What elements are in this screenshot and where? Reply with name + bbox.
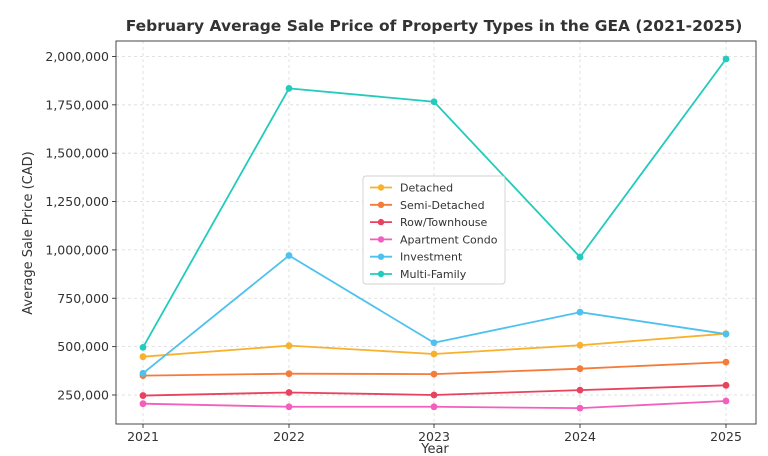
data-point (139, 344, 147, 351)
data-point (139, 392, 147, 399)
data-point (430, 403, 438, 411)
legend-item: Multi-Family (370, 268, 467, 281)
data-point (576, 308, 584, 316)
x-tick-label: 2022 (273, 429, 305, 444)
data-point (139, 353, 147, 361)
series-layer (139, 55, 730, 412)
data-point (430, 98, 438, 106)
data-point (430, 370, 438, 378)
y-tick-label: 1,000,000 (45, 242, 109, 257)
data-point (285, 84, 293, 92)
y-tick-label: 750,000 (57, 291, 109, 306)
data-point (576, 404, 584, 412)
chart-title: February Average Sale Price of Property … (126, 17, 743, 35)
x-axis-label: Year (420, 442, 449, 456)
y-axis-label: Average Sale Price (CAD) (21, 151, 36, 314)
y-tick-label: 1,500,000 (45, 146, 109, 161)
legend-label: Apartment Condo (400, 233, 498, 246)
y-tick-label: 500,000 (57, 339, 109, 354)
data-point (722, 330, 730, 338)
y-axis: 250,000 500,000 750,000 1,000,000 1,250,000 1… (45, 49, 116, 402)
legend-swatch-marker (377, 270, 385, 278)
data-point (576, 253, 584, 261)
legend-label: Semi-Detached (400, 199, 485, 212)
legend-swatch-marker (377, 253, 385, 260)
legend-box (362, 175, 506, 285)
legend-item: Investment (370, 251, 463, 264)
data-point (430, 339, 438, 347)
data-point (285, 342, 293, 350)
data-point (139, 369, 147, 377)
data-point (576, 386, 584, 394)
legend-label: Multi-Family (400, 268, 467, 281)
data-point (722, 381, 730, 389)
data-point (139, 400, 147, 408)
data-point (285, 389, 293, 396)
data-point (722, 55, 730, 63)
data-point (722, 397, 730, 405)
data-point (576, 365, 584, 373)
series-multi-family (139, 55, 730, 351)
legend: Detached Semi-Detached Row/Townhouse Apartm… (362, 175, 506, 285)
x-tick-label: 2024 (564, 429, 596, 444)
data-point (285, 252, 293, 259)
series-investment (139, 252, 730, 377)
legend-item: Apartment Condo (370, 233, 498, 246)
data-point (430, 350, 438, 358)
data-point (430, 391, 438, 399)
legend-swatch-marker (377, 184, 385, 191)
data-point (285, 403, 293, 411)
series-row-townhouse (139, 381, 730, 399)
legend-item: Semi-Detached (370, 199, 485, 212)
x-tick-label: 2025 (710, 429, 742, 444)
legend-label: Investment (400, 251, 463, 264)
y-tick-label: 1,750,000 (45, 97, 109, 112)
legend-swatch-marker (377, 236, 385, 243)
legend-label: Detached (400, 182, 453, 195)
y-tick-label: 250,000 (57, 387, 109, 402)
data-point (576, 341, 584, 349)
legend-label: Row/Townhouse (400, 216, 488, 229)
legend-item: Detached (370, 182, 453, 195)
series-apartment-condo (139, 397, 730, 412)
x-tick-label: 2023 (418, 429, 450, 444)
legend-swatch-marker (377, 218, 385, 226)
legend-item: Row/Townhouse (370, 216, 488, 229)
data-point (722, 358, 730, 366)
x-tick-label: 2021 (127, 429, 159, 444)
y-tick-label: 2,000,000 (45, 49, 109, 64)
x-axis: 2021 2022 2023 2024 2025 (127, 424, 742, 444)
data-point (285, 370, 293, 378)
plot-frame (115, 40, 757, 425)
series-semi-detached (139, 358, 730, 380)
y-tick-label: 1,250,000 (45, 194, 109, 209)
legend-swatch-marker (377, 201, 385, 208)
